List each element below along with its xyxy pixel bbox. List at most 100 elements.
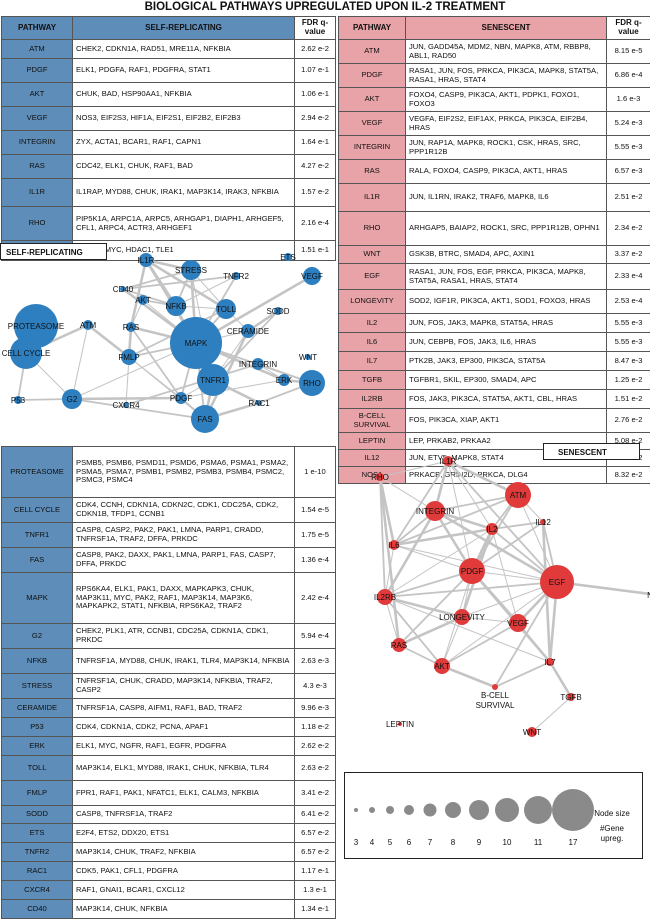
legend-size-label: 5 — [388, 838, 393, 847]
pathway-cell: AKT — [339, 88, 406, 112]
node-label-fas: FAS — [197, 415, 212, 424]
node-label-integrin: INTEGRIN — [416, 507, 454, 516]
genes-cell: IL1RAP, MYD88, CHUK, IRAK1, MAP3K14, IRA… — [73, 179, 295, 207]
node-label-ras: RAS — [123, 323, 139, 332]
genes-cell: TNFRSF1A, CASP8, AIFM1, RAF1, BAD, TRAF2 — [73, 699, 295, 718]
node-label-wnt: WNT — [299, 353, 317, 362]
legend-circle — [424, 804, 437, 817]
pathway-cell: B-CELL SURVIVAL — [339, 409, 406, 433]
genes-cell: CASP8, CASP2, PAK2, PAK1, LMNA, PARP1, C… — [73, 523, 295, 548]
node-label-cxcr4: CXCR4 — [112, 401, 140, 410]
genes-cell: JUN, RAP1A, MAPK8, ROCK1, CSK, HRAS, SRC… — [406, 136, 607, 160]
legend-circle — [354, 808, 358, 812]
pathway-cell: RHO — [339, 212, 406, 246]
fdr-cell: 1.6 e-3 — [607, 88, 650, 112]
genes-cell: JUN, IL1RN, IRAK2, TRAF6, MAPK8, IL6 — [406, 184, 607, 212]
pathway-cell: G2 — [2, 624, 73, 649]
legend-circle — [469, 800, 489, 820]
pathway-cell: CD40 — [2, 900, 73, 919]
pathway-cell: EGF — [339, 264, 406, 290]
fdr-cell: 9.96 e-3 — [295, 699, 336, 718]
fdr-cell: 2.76 e-2 — [607, 409, 650, 433]
genes-cell: PIP5K1A, ARPC1A, ARPC5, ARHGAP1, DIAPH1,… — [73, 207, 295, 241]
node-label-il1r: IL1R — [440, 457, 457, 466]
genes-cell: VEGFA, EIF2S2, EIF1AX, PRKCA, PIK3CA, EI… — [406, 112, 607, 136]
network-edge — [72, 325, 88, 399]
pathway-cell: IL6 — [339, 333, 406, 352]
pathway-cell: AKT — [2, 83, 73, 107]
legend-size-label: 6 — [407, 838, 412, 847]
fdr-cell: 1.51 e-2 — [607, 390, 650, 409]
fdr-cell: 2.53 e-4 — [607, 290, 650, 314]
fdr-cell: 1 e-10 — [295, 447, 336, 498]
node-label-il1r: IL1R — [138, 256, 155, 265]
pathway-cell: IL2 — [339, 314, 406, 333]
fdr-cell: 2.94 e-2 — [295, 107, 336, 131]
legend-size-label: 4 — [370, 838, 375, 847]
pathway-cell: RAS — [2, 155, 73, 179]
node-label-akt: AKT — [135, 296, 151, 305]
node-label-vegf: VEGF — [507, 619, 529, 628]
fdr-cell: 2.62 e-2 — [295, 40, 336, 59]
node-label-tgfb: TGFB — [560, 693, 581, 702]
genes-cell: CDC42, ELK1, CHUK, RAF1, BAD — [73, 155, 295, 179]
genes-cell: CHEK2, CDKN1A, RAD51, MRE11A, NFKBIA — [73, 40, 295, 59]
network-edge — [550, 662, 571, 697]
network-edge — [129, 357, 181, 398]
legend-size-label: 9 — [477, 838, 482, 847]
fdr-header-senescent: FDR q-value — [607, 17, 650, 40]
network-edge — [532, 697, 571, 732]
genes-cell: MAP3K14, CHUK, TRAF2, NFKBIA — [73, 843, 295, 862]
self-replicating-network: SELF-REPLICATING PROTEASOMEIL1RSTRESSTNF… — [0, 243, 336, 443]
pathway-cell: IL1R — [339, 184, 406, 212]
senescent-header: SENESCENT — [406, 17, 607, 40]
genes-cell: CDK4, CDKN1A, CDK2, PCNA, APAF1 — [73, 718, 295, 737]
node-label-il2: IL2 — [486, 525, 498, 534]
genes-cell: CDK5, PAK1, CFL1, PDGFRA — [73, 862, 295, 881]
genes-cell: FOXO4, CASP9, PIK3CA, AKT1, PDPK1, FOXO1… — [406, 88, 607, 112]
node-label-cell-cycle: CELL CYCLE — [2, 349, 51, 358]
fdr-cell: 3.37 e-2 — [607, 246, 650, 264]
node-label-rho: RHO — [303, 379, 321, 388]
genes-cell: GSK3B, BTRC, SMAD4, APC, AXIN1 — [406, 246, 607, 264]
node-label-toll: TOLL — [216, 305, 236, 314]
pathway-cell: ATM — [2, 40, 73, 59]
genes-cell: RPS6KA4, ELK1, PAK1, DAXX, MAPKAPK3, CHU… — [73, 573, 295, 624]
pathway-cell: ETS — [2, 824, 73, 843]
node-label-erk: ERK — [276, 376, 293, 385]
node-label-rho: RHO — [371, 473, 389, 482]
pathway-cell: PDGF — [2, 59, 73, 83]
fdr-cell: 6.86 e-4 — [607, 64, 650, 88]
fdr-header: FDR q-value — [295, 17, 336, 40]
pathway-cell: VEGF — [2, 107, 73, 131]
pathway-cell: INTEGRIN — [339, 136, 406, 160]
self-replicating-header: SELF-REPLICATING — [73, 17, 295, 40]
fdr-cell: 1.34 e-1 — [295, 900, 336, 919]
fdr-cell: 5.24 e-3 — [607, 112, 650, 136]
genes-cell: JUN, GADD45A, MDM2, NBN, MAPK8, ATM, RBB… — [406, 40, 607, 64]
self-replicating-top-table: PATHWAY SELF-REPLICATING FDR q-value ATM… — [1, 16, 336, 261]
fdr-cell: 2.51 e-2 — [607, 184, 650, 212]
node-label-g2: G2 — [67, 395, 78, 404]
legend-circle — [495, 798, 519, 822]
pathway-header: PATHWAY — [2, 17, 73, 40]
genes-cell: PTK2B, JAK3, EP300, PIK3CA, STAT5A — [406, 352, 607, 371]
pathway-cell: IL1R — [2, 179, 73, 207]
